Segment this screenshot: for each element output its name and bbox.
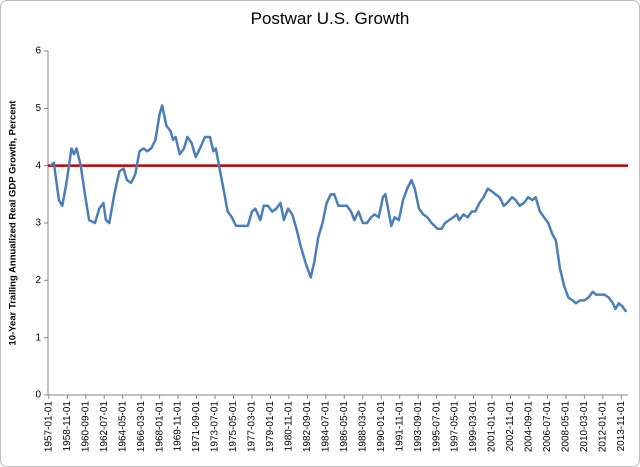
x-tick-label: 1975-05-01 — [228, 401, 239, 453]
x-tick-label: 2001-01-01 — [487, 401, 498, 453]
x-tick-label: 1979-01-01 — [265, 401, 276, 453]
x-tick-label: 1997-05-01 — [450, 401, 461, 453]
x-tick-label: 1958-11-01 — [62, 401, 73, 452]
x-tick-label: 1968-01-01 — [154, 401, 165, 453]
x-tick-label: 1982-09-01 — [302, 401, 313, 453]
y-tick-label: 3 — [35, 218, 41, 229]
x-tick-label: 1986-05-01 — [339, 401, 350, 453]
x-tick-label: 1969-11-01 — [173, 401, 184, 452]
x-tick-label: 2004-09-01 — [524, 401, 535, 453]
y-tick-label: 6 — [35, 46, 41, 57]
y-tick-label: 1 — [35, 332, 41, 343]
x-tick-label: 2006-07-01 — [542, 401, 553, 453]
y-axis-label: 10-Year Trailing Annualized Real GDP Gro… — [8, 100, 19, 346]
chart-title: Postwar U.S. Growth — [251, 9, 410, 28]
y-tick-label: 4 — [35, 160, 41, 171]
data-line — [49, 104, 628, 313]
x-tick-label: 2012-01-01 — [597, 401, 608, 453]
y-tick-label: 5 — [35, 103, 41, 114]
x-tick-label: 1990-01-01 — [376, 401, 387, 453]
y-tick-label: 0 — [35, 390, 41, 401]
x-tick-label: 2008-05-01 — [561, 401, 572, 453]
x-tick-label: 1966-03-01 — [136, 401, 147, 453]
x-tick-label: 1957-01-01 — [43, 401, 54, 453]
x-tick-label: 1964-05-01 — [117, 401, 128, 453]
x-tick-label: 1971-09-01 — [191, 401, 202, 453]
x-tick-label: 1984-07-01 — [320, 401, 331, 453]
x-tick-label: 2013-11-01 — [616, 401, 627, 452]
x-tick-label: 1991-11-01 — [394, 401, 405, 452]
x-tick-label: 2010-03-01 — [579, 401, 590, 453]
x-tick-label: 1999-03-01 — [468, 401, 479, 453]
x-tick-label: 1977-03-01 — [247, 401, 258, 453]
x-tick-label: 1993-09-01 — [413, 401, 424, 453]
x-tick-label: 2002-11-01 — [505, 401, 516, 452]
x-tick-label: 1980-11-01 — [284, 401, 295, 452]
x-tick-label: 1962-07-01 — [99, 401, 110, 453]
x-tick-label: 1960-09-01 — [80, 401, 91, 453]
x-tick-label: 1973-07-01 — [210, 401, 221, 453]
x-tick-label: 1995-07-01 — [431, 401, 442, 453]
x-tick-label: 1988-03-01 — [357, 401, 368, 453]
y-tick-label: 2 — [35, 275, 41, 286]
